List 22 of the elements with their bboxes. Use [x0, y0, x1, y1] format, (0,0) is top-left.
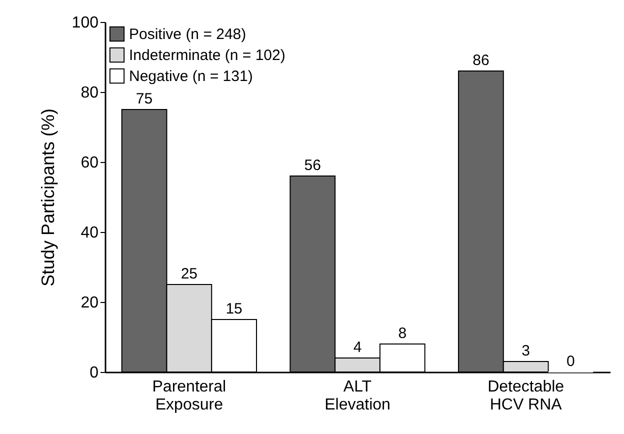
- x-tick-label: Detectable HCV RNA: [488, 378, 564, 414]
- data-label: 56: [304, 157, 321, 174]
- data-label: 8: [398, 325, 407, 342]
- data-label: 25: [180, 266, 198, 282]
- legend-label: Negative (n = 131): [129, 68, 253, 85]
- x-tick-label: Parenteral Exposure: [152, 378, 226, 414]
- y-tick-label: 20: [80, 294, 99, 312]
- y-axis-title: Study Participants (%): [38, 108, 58, 287]
- data-label: 15: [226, 300, 242, 318]
- data-label: 0: [566, 353, 575, 370]
- data-label: 86: [472, 52, 490, 69]
- x-tick-label: ALT Elevation: [324, 378, 390, 414]
- data-label: 75: [136, 90, 153, 108]
- y-tick-label: 0: [90, 364, 99, 382]
- y-tick-label: 100: [72, 14, 99, 32]
- data-label: 3: [522, 342, 530, 360]
- y-tick-label: 60: [80, 154, 99, 172]
- y-tick-label: 80: [80, 84, 99, 102]
- legend-label: Positive (n = 248): [129, 26, 246, 43]
- y-tick-label: 40: [80, 224, 99, 242]
- data-label: 4: [353, 339, 362, 356]
- legend-label: Indeterminate (n = 102): [129, 47, 286, 64]
